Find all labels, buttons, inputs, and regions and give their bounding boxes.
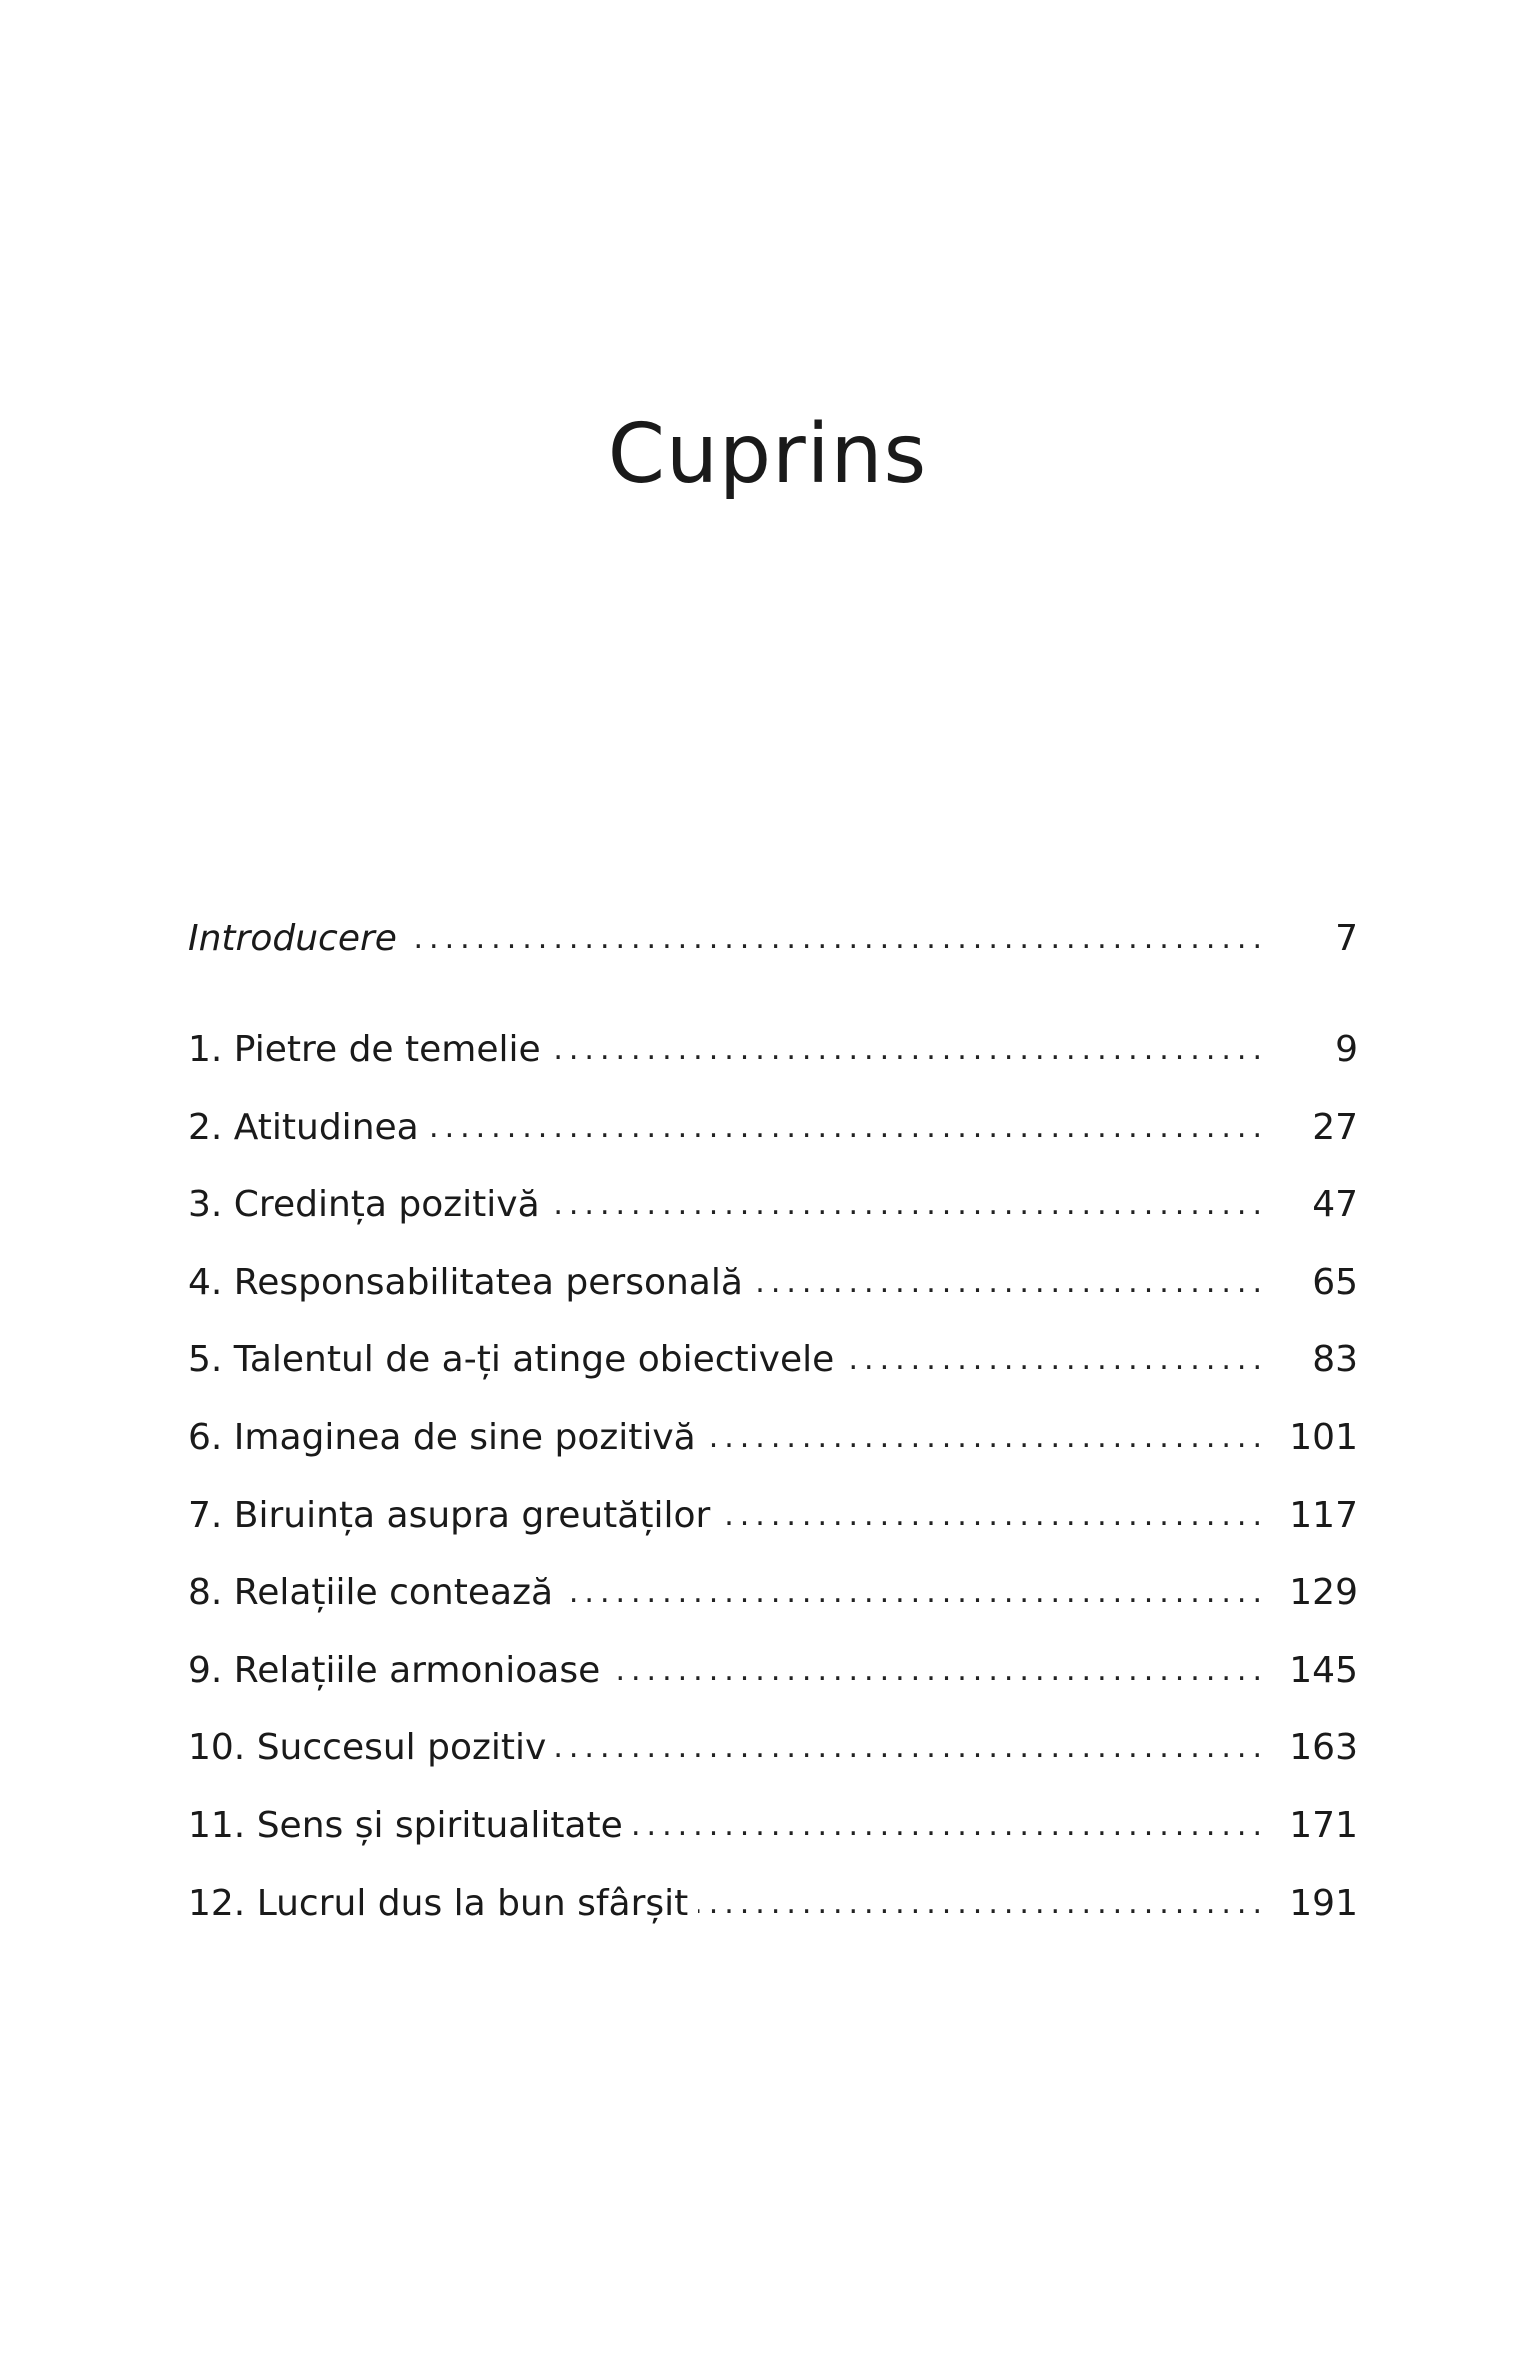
toc-entry[interactable]: 8. Relațiile contează...................… [188,1568,1358,1618]
dot-leader: ........................................… [610,1652,1268,1688]
toc-entry-page: 163 [1289,1727,1358,1769]
dot-leader: ........................................… [632,1808,1268,1843]
dot-leader: ........................................… [563,1575,1268,1611]
toc-entry-page: 171 [1289,1805,1358,1846]
dot-leader: ........................................… [556,1730,1268,1766]
toc-entry-label: 11. Sens și spiritualitate [188,1805,623,1846]
toc-entry-label: 12. Lucrul dus la bun sfârșit [188,1882,689,1924]
toc-entry-label: 5. Talentul de a-ți atinge obiectivele [188,1339,835,1381]
dot-leader: ........................................… [753,1264,1268,1300]
toc-entry-label: 10. Succesul pozitiv [188,1727,547,1769]
dot-leader: ........................................… [720,1497,1268,1533]
dot-leader: ........................................… [407,921,1268,956]
toc-entry[interactable]: 10. Succesul pozitiv....................… [188,1723,1358,1773]
toc-entry[interactable]: 7. Biruința asupra greutăților..........… [188,1491,1358,1541]
toc-entry[interactable]: 5. Talentul de a-ți atinge obiectivele..… [188,1335,1358,1385]
page-title: Cuprins [607,407,928,502]
toc-entry-page: 47 [1312,1184,1358,1226]
toc-entry-label: 3. Credința pozitivă [188,1184,540,1226]
toc-entry-page: 145 [1289,1649,1358,1691]
dot-leader: ........................................… [429,1109,1268,1145]
toc-entry-label: 2. Atitudinea [188,1106,419,1148]
dot-leader: ........................................… [698,1885,1268,1921]
toc-entry[interactable]: 6. Imaginea de sine pozitivă............… [188,1413,1358,1463]
toc-entry-page: 117 [1289,1494,1358,1536]
toc-entry[interactable]: 12. Lucrul dus la bun sfârșit...........… [188,1879,1358,1929]
toc-entry-label: 6. Imaginea de sine pozitivă [188,1417,696,1458]
toc-entry-label: 1. Pietre de temelie [188,1029,541,1070]
toc-entry-label: 8. Relațiile contează [188,1572,554,1614]
toc-entry-page: 27 [1312,1106,1358,1148]
toc-entry[interactable]: 2. Atitudinea...........................… [188,1103,1358,1153]
toc-entry[interactable]: 1. Pietre de temelie....................… [188,1025,1358,1075]
dot-leader: ........................................… [706,1420,1268,1455]
toc-entry-label: Introducere [188,918,397,959]
toc-entry-page: 9 [1335,1029,1358,1070]
toc-entry-page: 191 [1289,1882,1358,1924]
toc-entry[interactable]: 4. Responsabilitatea personală..........… [188,1258,1358,1308]
dot-leader: ........................................… [550,1032,1268,1067]
toc-entry-page: 7 [1335,918,1358,959]
dot-leader: ........................................… [844,1342,1268,1378]
toc-entry-page: 83 [1312,1339,1358,1381]
toc-entry-label: 4. Responsabilitatea personală [188,1261,743,1303]
toc-entry[interactable]: 9. Relațiile armonioase.................… [188,1646,1358,1696]
toc-entry[interactable]: 11. Sens și spiritualitate..............… [188,1801,1358,1851]
toc-entry-page: 101 [1289,1417,1358,1458]
toc-entry[interactable]: Introducere.............................… [188,914,1358,964]
toc-entry[interactable]: 3. Credința pozitivă....................… [188,1180,1358,1230]
toc-entry-label: 7. Biruința asupra greutăților [188,1494,711,1536]
toc-entry-label: 9. Relațiile armonioase [188,1649,601,1691]
dot-leader: ........................................… [549,1187,1268,1223]
toc-entry-page: 129 [1289,1572,1358,1614]
toc-entry-page: 65 [1312,1261,1358,1303]
